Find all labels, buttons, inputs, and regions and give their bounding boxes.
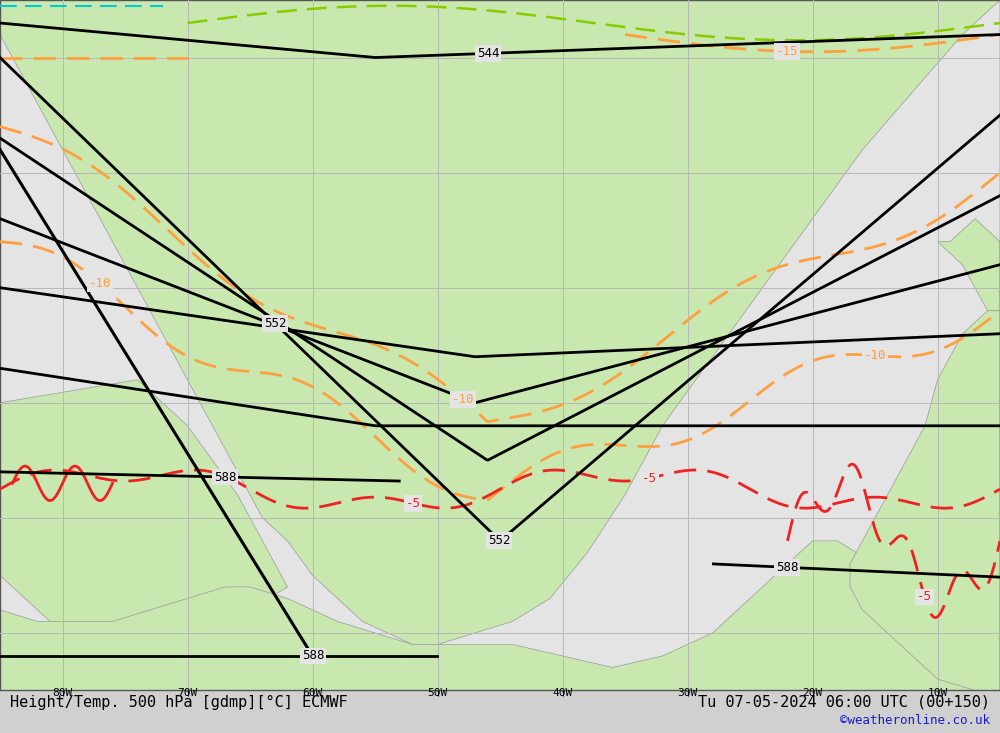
Text: Tu 07-05-2024 06:00 UTC (00+150): Tu 07-05-2024 06:00 UTC (00+150) (698, 695, 990, 710)
Text: -5: -5 (917, 590, 932, 603)
Text: 30W: 30W (677, 688, 698, 698)
Polygon shape (0, 541, 1000, 690)
Text: 20W: 20W (802, 688, 823, 698)
Text: 544: 544 (477, 47, 499, 60)
Text: -5: -5 (406, 497, 421, 509)
Text: Height/Temp. 500 hPa [gdmp][°C] ECMWF: Height/Temp. 500 hPa [gdmp][°C] ECMWF (10, 695, 348, 710)
Text: -10: -10 (864, 349, 886, 362)
Text: 80W: 80W (52, 688, 73, 698)
Text: 50W: 50W (427, 688, 448, 698)
Text: 552: 552 (488, 534, 511, 547)
Text: -15: -15 (776, 45, 798, 58)
Text: ©weatheronline.co.uk: ©weatheronline.co.uk (840, 714, 990, 727)
Text: 40W: 40W (552, 688, 573, 698)
Polygon shape (938, 218, 1000, 311)
Text: 70W: 70W (177, 688, 198, 698)
Polygon shape (0, 380, 288, 656)
Text: 60W: 60W (302, 688, 323, 698)
Text: 10W: 10W (927, 688, 948, 698)
Text: 588: 588 (302, 649, 324, 663)
Text: 552: 552 (264, 317, 287, 330)
Text: 588: 588 (776, 561, 798, 574)
Polygon shape (0, 0, 1000, 644)
Text: -10: -10 (452, 393, 474, 406)
Text: -10: -10 (89, 277, 111, 290)
Polygon shape (850, 311, 1000, 690)
Text: -5: -5 (642, 471, 657, 485)
Text: 588: 588 (214, 471, 237, 484)
